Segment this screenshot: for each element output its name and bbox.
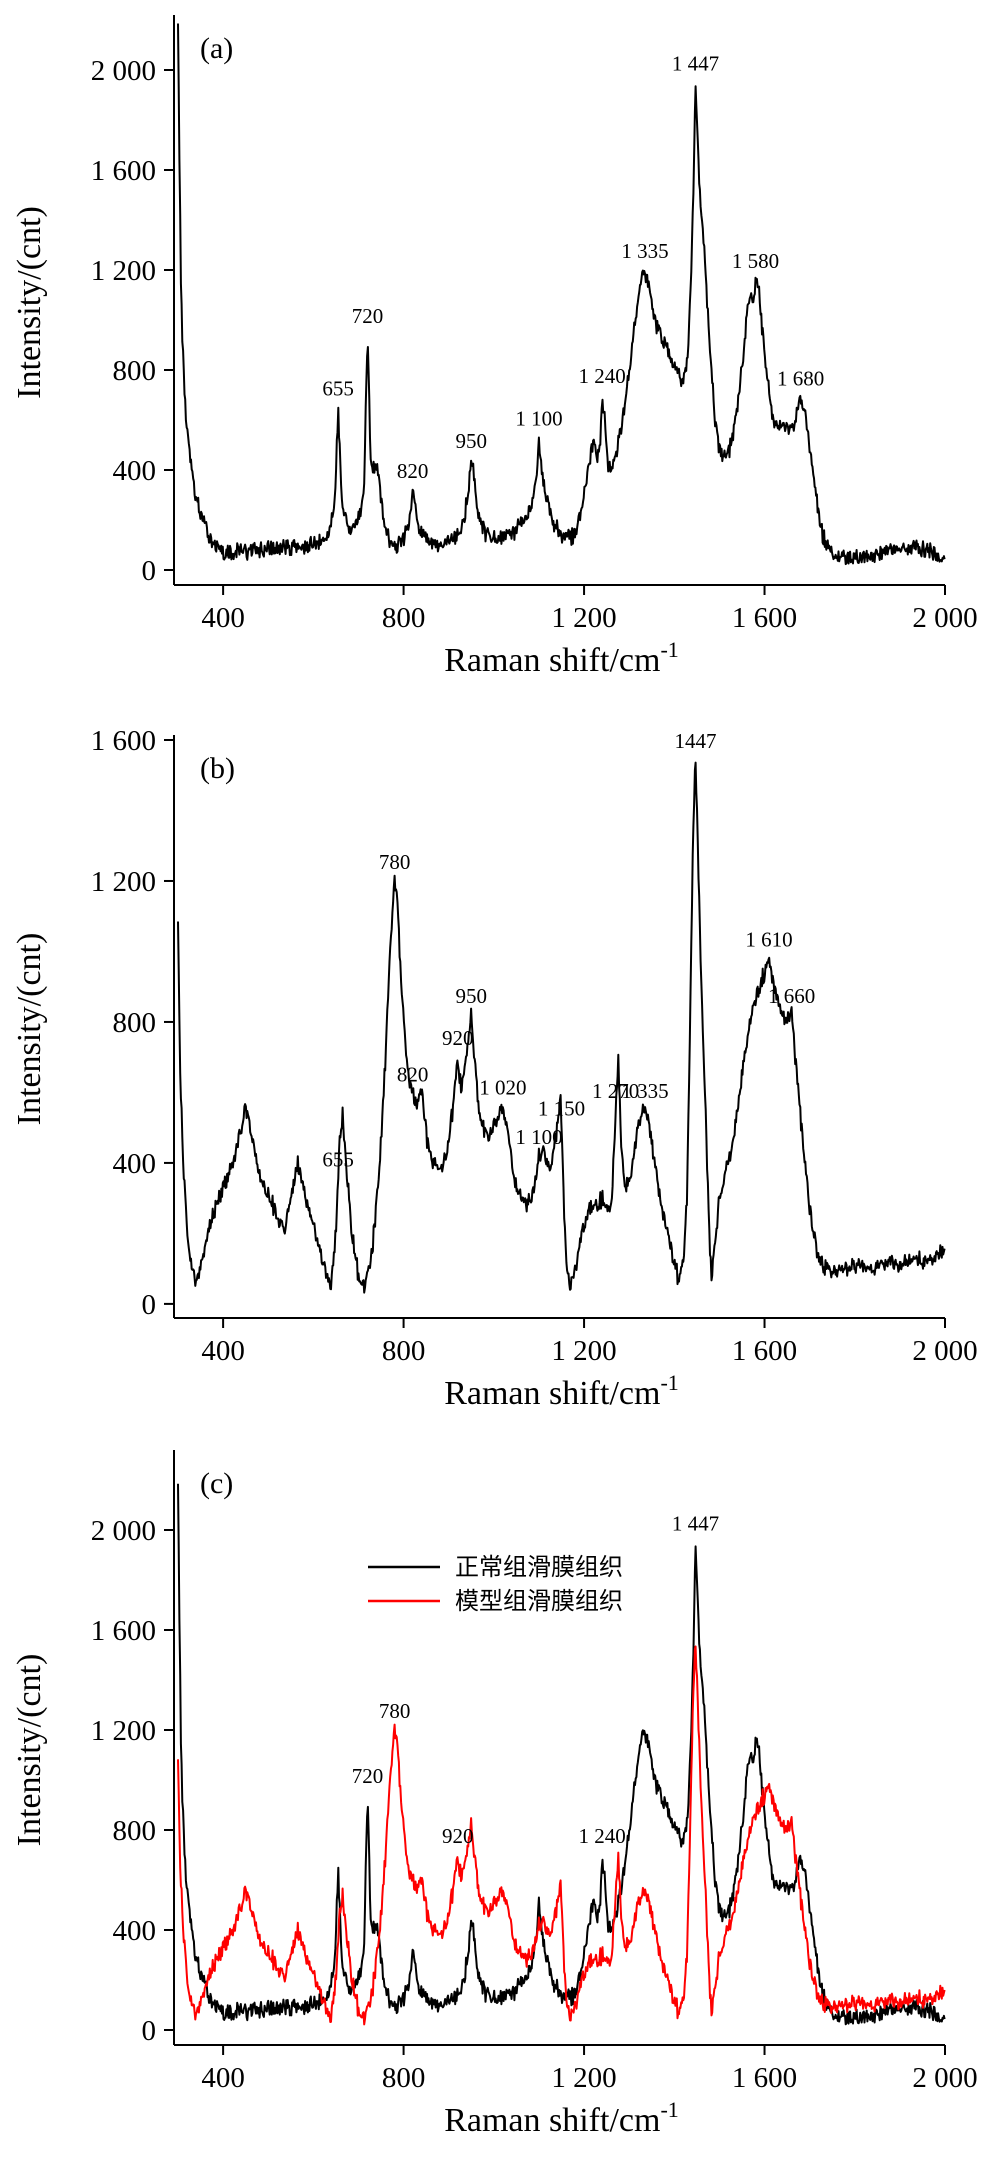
panel-b-chart: 400 800 1 200 1 600 2 000 0 400 800 1 200 1 600 Ra… bbox=[11, 725, 978, 1412]
peak-label: 820 bbox=[397, 459, 429, 483]
panel-label: (c) bbox=[200, 1467, 233, 1500]
peak-label: 655 bbox=[322, 377, 354, 401]
peak-label: 780 bbox=[379, 1699, 411, 1723]
y-tick-label: 400 bbox=[113, 455, 157, 487]
panel-label: (b) bbox=[200, 752, 235, 785]
x-tick-label: 1 600 bbox=[732, 2062, 797, 2094]
peak-label: 780 bbox=[379, 850, 411, 874]
y-tick-label: 800 bbox=[113, 1815, 157, 1847]
x-axis-label-superscript: -1 bbox=[660, 1370, 678, 1395]
peak-label: 1 335 bbox=[621, 239, 668, 263]
x-tick-label: 400 bbox=[201, 2062, 245, 2094]
y-tick-label: 1 600 bbox=[91, 725, 156, 757]
peak-label: 950 bbox=[456, 429, 488, 453]
x-tick-label: 400 bbox=[201, 1335, 245, 1367]
y-axis-label: Intensity/(cnt) bbox=[11, 206, 48, 399]
x-tick-label: 2 000 bbox=[912, 2062, 977, 2094]
y-tick-label: 800 bbox=[113, 355, 157, 387]
legend-label: 模型组滑膜组织 bbox=[455, 1587, 623, 1615]
peak-label: 1 610 bbox=[745, 928, 792, 952]
peak-label: 720 bbox=[352, 1764, 384, 1788]
y-axis-label: Intensity/(cnt) bbox=[11, 933, 48, 1126]
peak-label: 820 bbox=[397, 1063, 429, 1087]
y-axis-label: Intensity/(cnt) bbox=[11, 1654, 48, 1847]
peak-label: 920 bbox=[442, 1824, 474, 1848]
y-tick-label: 0 bbox=[142, 2015, 157, 2047]
y-tick-label: 400 bbox=[113, 1915, 157, 1947]
x-tick-label: 1 600 bbox=[732, 602, 797, 634]
peak-label: 950 bbox=[456, 984, 488, 1008]
peak-label: 1 240 bbox=[578, 1824, 625, 1848]
peak-label: 1 100 bbox=[515, 407, 562, 431]
x-axis-label: Raman shift/cm-1 bbox=[444, 2097, 679, 2139]
x-tick-label: 800 bbox=[382, 2062, 426, 2094]
x-tick-label: 1 200 bbox=[551, 1335, 616, 1367]
series-line-1 bbox=[177, 1483, 946, 2026]
peak-label: 920 bbox=[442, 1026, 474, 1050]
y-tick-label: 2 000 bbox=[91, 1515, 156, 1547]
peak-label: 1 680 bbox=[777, 367, 824, 391]
x-tick-label: 800 bbox=[382, 1335, 426, 1367]
panel-a-chart: 400 800 1 200 1 600 2 000 0 400 800 1 200 1 600 2 … bbox=[11, 15, 978, 679]
x-tick-label: 2 000 bbox=[912, 1335, 977, 1367]
legend-label: 正常组滑膜组织 bbox=[455, 1553, 623, 1581]
peak-label: 1447 bbox=[674, 729, 716, 753]
peak-label: 1 240 bbox=[578, 364, 625, 388]
panel-label: (a) bbox=[200, 32, 233, 65]
panel-c-chart: 400 800 1 200 1 600 2 000 0 400 800 1 200 1 600 2 … bbox=[11, 1450, 978, 2139]
y-tick-label: 800 bbox=[113, 1007, 157, 1039]
series-line-2 bbox=[177, 1645, 946, 2026]
x-tick-label: 1 200 bbox=[551, 2062, 616, 2094]
y-tick-label: 400 bbox=[113, 1148, 157, 1180]
peak-label: 1 660 bbox=[768, 984, 815, 1008]
peak-label: 1 020 bbox=[479, 1076, 526, 1100]
y-tick-label: 1 600 bbox=[91, 1615, 156, 1647]
y-tick-label: 1 600 bbox=[91, 155, 156, 187]
x-axis-label: Raman shift/cm-1 bbox=[444, 637, 679, 679]
y-tick-label: 0 bbox=[142, 1289, 157, 1321]
x-tick-label: 400 bbox=[201, 602, 245, 634]
peak-label: 655 bbox=[322, 1147, 354, 1171]
series-line-1 bbox=[177, 761, 946, 1294]
peak-label: 1 335 bbox=[621, 1079, 668, 1103]
peak-label: 720 bbox=[352, 304, 384, 328]
series-line-1 bbox=[177, 23, 946, 566]
y-tick-label: 0 bbox=[142, 555, 157, 587]
peak-label: 1 447 bbox=[672, 52, 719, 76]
peak-label: 1 100 bbox=[515, 1125, 562, 1149]
peak-label: 1 150 bbox=[538, 1097, 585, 1121]
x-tick-label: 1 600 bbox=[732, 1335, 797, 1367]
x-axis-label: Raman shift/cm-1 bbox=[444, 1370, 679, 1412]
x-tick-label: 2 000 bbox=[912, 602, 977, 634]
peak-label: 1 270 bbox=[592, 1079, 639, 1103]
x-axis-label-superscript: -1 bbox=[660, 637, 678, 662]
peak-label: 1 447 bbox=[672, 1512, 719, 1536]
x-tick-label: 1 200 bbox=[551, 602, 616, 634]
x-axis-label-superscript: -1 bbox=[660, 2097, 678, 2122]
y-tick-label: 1 200 bbox=[91, 255, 156, 287]
y-tick-label: 1 200 bbox=[91, 1715, 156, 1747]
y-tick-label: 1 200 bbox=[91, 866, 156, 898]
x-tick-label: 800 bbox=[382, 602, 426, 634]
peak-label: 1 580 bbox=[732, 249, 779, 273]
y-tick-label: 2 000 bbox=[91, 55, 156, 87]
